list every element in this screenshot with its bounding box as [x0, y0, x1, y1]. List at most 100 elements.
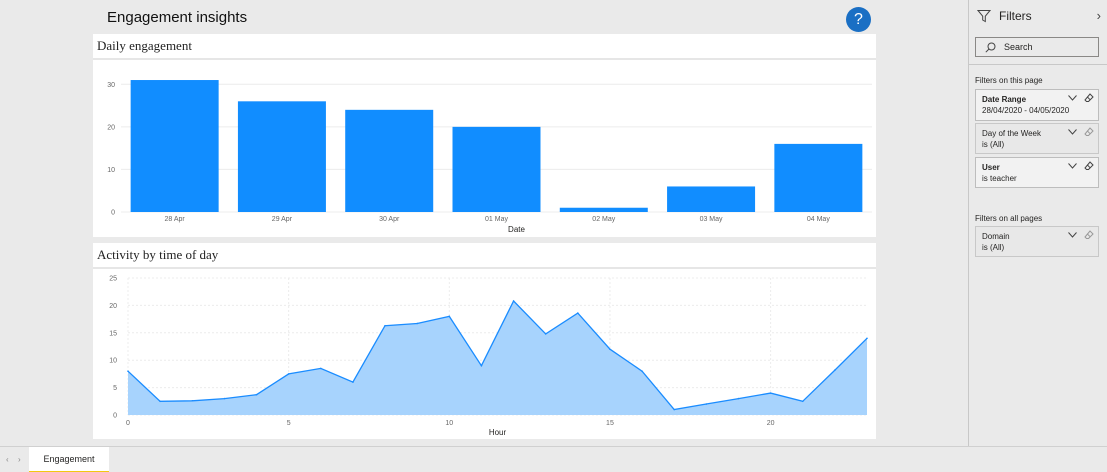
daily-engagement-chart: 0 10 20 30 28 Apr 29 Apr 30 Apr 01 May 02 May 03 … — [107, 80, 872, 234]
filter-pane-header: Filters › — [977, 8, 1101, 24]
y-tick-label: 25 — [109, 276, 117, 283]
y-tick-label: 0 — [113, 413, 117, 420]
page-tab-bar: ‹ › Engagement — [0, 446, 1107, 472]
y-tick-label: 5 — [113, 385, 117, 392]
search-icon — [985, 42, 996, 53]
y-tick-label: 10 — [107, 167, 115, 174]
bar-5 — [667, 186, 756, 212]
clear-filter-icon[interactable] — [1084, 127, 1094, 137]
filter-card-name: Date Range — [982, 95, 1027, 104]
filter-search-input[interactable]: Search — [975, 37, 1099, 57]
filter-card-value: is teacher — [982, 174, 1017, 183]
visual-separator — [93, 267, 876, 269]
data-point-11 — [480, 364, 483, 367]
data-point-22 — [834, 369, 836, 371]
filter-card-value: 28/04/2020 - 04/05/2020 — [982, 106, 1070, 115]
tab-engagement[interactable]: Engagement — [29, 447, 109, 472]
x-tick-label: 5 — [287, 420, 291, 427]
chevron-right-icon[interactable]: › — [1096, 8, 1101, 23]
x-tick-label: 29 Apr — [272, 216, 293, 223]
funnel-icon — [977, 10, 991, 23]
data-point-13 — [544, 333, 547, 335]
x-axis-title: Hour — [489, 428, 507, 437]
data-point-12 — [512, 300, 515, 302]
data-point-23 — [866, 337, 868, 340]
y-tick-label: 20 — [109, 303, 117, 310]
series-line — [127, 299, 868, 411]
data-point-9 — [416, 322, 418, 325]
y-tick-label: 10 — [109, 358, 117, 365]
y-tick-label: 20 — [107, 124, 115, 131]
data-point-0 — [127, 370, 129, 372]
filters-on-page-label: Filters on this page — [975, 76, 1043, 85]
data-point-18 — [705, 403, 708, 405]
daily-engagement-title: Daily engagement — [97, 38, 192, 53]
x-tick-label: 20 — [767, 420, 775, 427]
data-point-8 — [384, 324, 386, 327]
filters-on-all-pages-label: Filters on all pages — [975, 214, 1043, 223]
filter-card-name: User — [982, 163, 1000, 172]
y-tick-label: 30 — [107, 82, 115, 89]
chevron-down-icon[interactable] — [1068, 129, 1077, 135]
filter-card-date-range[interactable]: Date Range 28/04/2020 - 04/05/2020 — [975, 89, 1099, 121]
bar-1 — [237, 101, 326, 212]
chevron-down-icon[interactable] — [1068, 163, 1077, 169]
tab-next-icon[interactable]: › — [18, 455, 21, 464]
filter-search-placeholder: Search — [1004, 42, 1033, 52]
activity-by-time-visual[interactable]: Activity by time of day 0 5 10 15 20 25 0 5 10 15… — [93, 243, 876, 439]
divider — [969, 64, 1107, 65]
data-point-2 — [191, 399, 194, 402]
data-point-4 — [255, 393, 258, 396]
filter-card-value: is (All) — [982, 243, 1005, 252]
clear-filter-icon[interactable] — [1084, 230, 1094, 240]
visual-separator — [93, 58, 876, 60]
area-fill — [128, 301, 867, 415]
x-tick-label: 01 May — [485, 216, 508, 223]
x-tick-label: 02 May — [592, 216, 615, 223]
x-tick-label: 28 Apr — [165, 216, 186, 223]
data-point-15 — [609, 348, 611, 351]
clear-filter-icon[interactable] — [1084, 93, 1094, 103]
y-tick-label: 0 — [111, 210, 115, 217]
x-axis-title: Date — [508, 225, 525, 234]
x-tick-label: 10 — [445, 420, 453, 427]
filter-card-value: is (All) — [982, 140, 1005, 149]
x-tick-label: 04 May — [807, 216, 830, 223]
chevron-down-icon[interactable] — [1068, 95, 1077, 101]
x-tick-label: 0 — [126, 420, 130, 427]
x-tick-label: 03 May — [700, 216, 723, 223]
filter-card-name: Domain — [982, 232, 1010, 241]
data-point-6 — [319, 367, 322, 370]
data-point-10 — [448, 315, 451, 318]
tab-prev-icon[interactable]: ‹ — [6, 455, 9, 464]
x-tick-label: 30 Apr — [379, 216, 400, 223]
data-point-17 — [673, 408, 676, 411]
data-point-5 — [287, 373, 290, 375]
y-tick-label: 15 — [109, 330, 117, 337]
data-point-21 — [801, 400, 804, 403]
clear-filter-icon[interactable] — [1084, 161, 1094, 171]
data-point-16 — [641, 370, 643, 372]
bar-6 — [774, 143, 863, 212]
data-point-19 — [737, 397, 740, 400]
filter-card-name: Day of the Week — [982, 129, 1041, 138]
x-tick-label: 15 — [606, 420, 614, 427]
bar-2 — [345, 109, 434, 212]
bar-4 — [559, 207, 648, 212]
data-point-3 — [223, 397, 226, 400]
filter-card-domain[interactable]: Domain is (All) — [975, 226, 1099, 257]
data-point-20 — [769, 392, 772, 394]
activity-by-time-title: Activity by time of day — [97, 247, 219, 262]
filter-pane: Filters › Search Filters on this page Da… — [968, 0, 1107, 446]
bar-3 — [452, 126, 541, 212]
data-point-7 — [352, 381, 354, 383]
report-title: Engagement insights — [107, 9, 248, 26]
chevron-down-icon[interactable] — [1068, 232, 1077, 238]
daily-engagement-visual[interactable]: Daily engagement 0 10 20 30 28 Apr 29 Apr 30 A… — [93, 34, 876, 237]
filter-card-day-of-week[interactable]: Day of the Week is (All) — [975, 123, 1099, 154]
activity-by-time-chart: 0 5 10 15 20 25 0 5 10 15 20 Hour — [109, 276, 868, 437]
help-button[interactable]: ? — [846, 7, 871, 32]
data-point-14 — [577, 312, 579, 314]
filter-card-user[interactable]: User is teacher — [975, 157, 1099, 188]
filter-pane-title: Filters — [999, 9, 1032, 23]
